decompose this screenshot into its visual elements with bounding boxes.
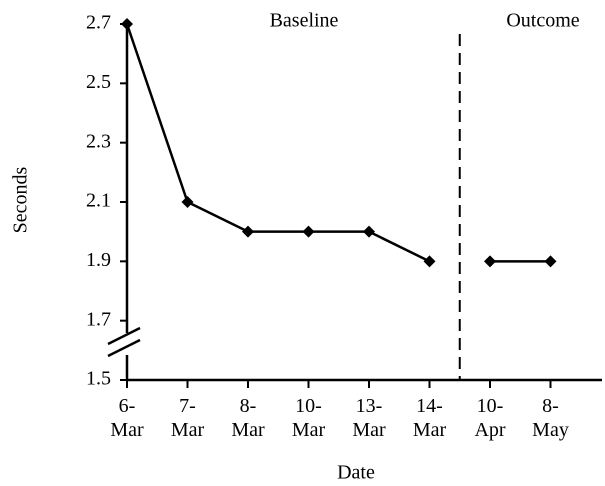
y-tick-label: 2.7 — [86, 12, 111, 34]
axis-break — [107, 338, 141, 358]
x-tick-label: 14- Mar — [412, 395, 447, 441]
marker — [242, 225, 254, 238]
x-tick-label: 8- Mar — [231, 395, 265, 441]
y-tick-label: 2.3 — [86, 130, 111, 152]
x-tick-label: 13- Mar — [352, 395, 386, 441]
y-tick-label: 1.5 — [86, 368, 111, 390]
x-tick-label: 6- Mar — [110, 395, 144, 441]
marker — [181, 196, 194, 208]
x-tick-label: 8- May — [532, 395, 569, 441]
y-axis-label: Seconds — [10, 166, 32, 233]
x-tick-label: 7- Mar — [170, 395, 205, 441]
series-line — [125, 23, 431, 263]
x-tick-label: 10- Mar — [291, 395, 326, 441]
marker — [121, 18, 133, 30]
y-tick-label: 2.1 — [86, 190, 111, 212]
y-tick-label: 2.5 — [86, 71, 111, 93]
y-tick-label: 1.7 — [86, 308, 111, 330]
marker — [302, 225, 315, 238]
y-tick-label: 1.9 — [86, 249, 111, 271]
marker — [484, 255, 496, 268]
axis-break — [107, 326, 141, 346]
marker — [363, 225, 375, 238]
marker — [544, 255, 557, 268]
phase-label: Outcome — [506, 10, 579, 32]
phase-label: Baseline — [270, 10, 339, 32]
marker — [423, 255, 436, 268]
x-tick-label: 10- Apr — [474, 395, 506, 441]
x-axis-label: Date — [337, 462, 375, 484]
